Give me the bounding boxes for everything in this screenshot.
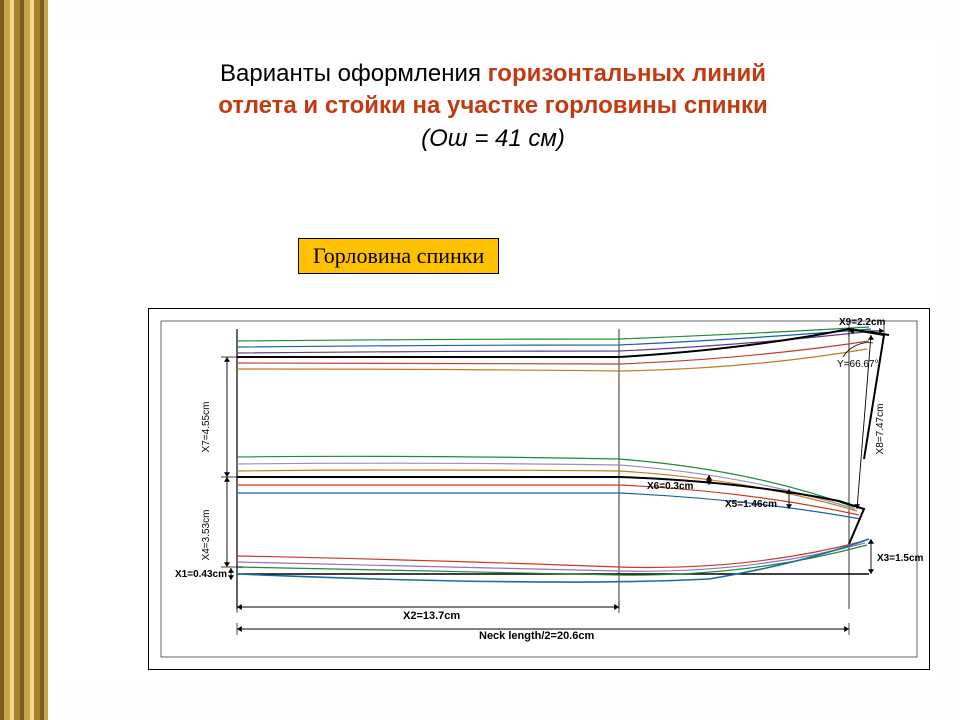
- slide: Варианты оформления горизонтальных линий…: [48, 40, 938, 680]
- title-highlight-1: горизонтальных линий: [488, 60, 766, 87]
- dim-label-x4: X4=3.53cm: [201, 510, 212, 561]
- title-plain-1: Варианты оформления: [220, 60, 488, 87]
- dim-label-x5: X5=1.46cm: [725, 499, 777, 510]
- badge-back-neckline: Горловина спинки: [298, 238, 499, 274]
- collar-diagram: X1=0.43cm X4=3.53cm X7=4.55cm X6=0.3cm X5=1.…: [149, 309, 929, 669]
- dim-label-x1: X1=0.43cm: [175, 569, 227, 580]
- dim-label-y: Y=66.67°: [837, 359, 879, 370]
- dim-label-x9: X9=2.2cm: [839, 317, 886, 328]
- dim-label-x2: X2=13.7cm: [403, 610, 460, 622]
- dim-label-x7: X7=4.55cm: [201, 402, 212, 453]
- title-highlight-2: отлета и стойки на участке горловины спи…: [218, 92, 768, 119]
- slide-title: Варианты оформления горизонтальных линий…: [48, 40, 938, 161]
- title-subline: (Ош = 41 см): [421, 125, 565, 152]
- diagram-panel: X1=0.43cm X4=3.53cm X7=4.55cm X6=0.3cm X5=1.…: [148, 308, 930, 670]
- stage: Варианты оформления горизонтальных линий…: [0, 0, 960, 720]
- dim-label-x8: X8=7.47cm: [875, 404, 886, 455]
- dim-label-nl: Neck length/2=20.6cm: [479, 630, 594, 642]
- curtain-decoration: [0, 0, 48, 720]
- dim-label-x6: X6=0.3cm: [647, 481, 694, 492]
- dim-label-x3: X3=1.5cm: [877, 553, 924, 564]
